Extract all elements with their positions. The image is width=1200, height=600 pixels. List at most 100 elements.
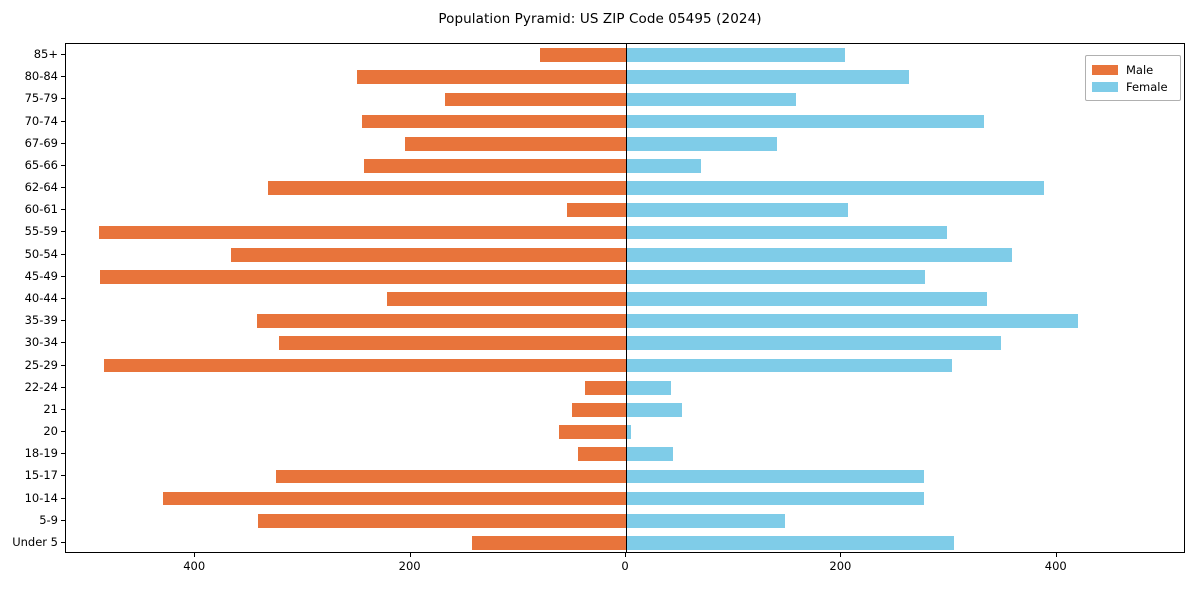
- y-tick-label: 25-29: [24, 357, 58, 372]
- y-tick-mark: [61, 298, 65, 299]
- y-tick-mark: [61, 431, 65, 433]
- y-tick-label: 18-19: [24, 446, 58, 461]
- bar-row: [66, 425, 1184, 439]
- y-tick-mark: [61, 364, 65, 366]
- y-tick-label: 35-39: [24, 313, 58, 328]
- bar-row: [66, 136, 1184, 151]
- legend-swatch-female-icon: [1092, 81, 1118, 92]
- bar-male: [559, 425, 626, 439]
- y-tick-label: 75-79: [24, 91, 58, 106]
- legend-item-female: Female: [1092, 78, 1174, 95]
- bar-male: [445, 92, 626, 107]
- y-tick-label: 5-9: [39, 512, 58, 527]
- y-tick-label: 70-74: [24, 113, 58, 128]
- bar-male: [539, 48, 626, 62]
- bar-female: [626, 92, 797, 107]
- bar-row: [66, 336, 1184, 351]
- bar-female: [626, 513, 786, 528]
- bar-male: [103, 358, 626, 373]
- legend-item-male: Male: [1092, 61, 1174, 78]
- y-tick-label: 62-64: [24, 180, 58, 195]
- bar-row: [66, 159, 1184, 173]
- bar-male: [162, 491, 626, 506]
- bar-row: [66, 447, 1184, 462]
- y-tick-mark: [61, 120, 65, 122]
- x-tick-label: 400: [1044, 559, 1067, 573]
- bar-female: [626, 203, 848, 218]
- bar-row: [66, 513, 1184, 528]
- bar-female: [626, 491, 925, 506]
- y-tick-mark: [61, 231, 65, 233]
- x-tick-label: 400: [183, 559, 206, 573]
- y-tick-label: 21: [43, 401, 58, 416]
- y-tick-mark: [61, 98, 65, 100]
- bar-row: [66, 225, 1184, 240]
- x-tick-mark: [1055, 553, 1057, 557]
- y-tick-label: 45-49: [24, 268, 58, 283]
- bar-row: [66, 292, 1184, 306]
- bar-female: [626, 292, 987, 306]
- y-tick-mark: [61, 209, 65, 211]
- y-tick-label: 80-84: [24, 69, 58, 84]
- bar-female: [626, 447, 674, 462]
- legend-swatch-male-icon: [1092, 64, 1118, 75]
- y-tick-label: 67-69: [24, 135, 58, 150]
- y-tick-mark: [61, 386, 65, 388]
- bar-male: [362, 114, 626, 129]
- bar-male: [566, 203, 626, 218]
- bar-female: [626, 70, 910, 85]
- bar-row: [66, 70, 1184, 85]
- bar-male: [268, 181, 626, 195]
- bar-row: [66, 269, 1184, 284]
- bar-male: [472, 536, 626, 550]
- x-tick-mark: [409, 553, 411, 557]
- y-tick-label: 20: [43, 424, 58, 439]
- bar-row: [66, 536, 1184, 550]
- bar-male: [257, 513, 626, 528]
- y-tick-label: 22-24: [24, 379, 58, 394]
- y-tick-label: 50-54: [24, 246, 58, 261]
- bar-row: [66, 380, 1184, 395]
- x-tick-mark: [625, 553, 626, 557]
- bar-female: [626, 225, 947, 240]
- bar-male: [405, 136, 626, 151]
- bar-male: [276, 469, 626, 484]
- x-tick-label: 200: [398, 559, 421, 573]
- y-tick-label: 30-34: [24, 335, 58, 350]
- y-tick-label: 15-17: [24, 468, 58, 483]
- bar-row: [66, 402, 1184, 417]
- y-tick-label: Under 5: [12, 534, 58, 549]
- bar-female: [626, 314, 1079, 329]
- y-tick-mark: [61, 342, 65, 344]
- y-tick-label: 65-66: [24, 157, 58, 172]
- legend-label-female: Female: [1126, 79, 1168, 94]
- legend-label-male: Male: [1126, 62, 1154, 77]
- y-tick-mark: [61, 497, 65, 499]
- x-tick-label: 200: [829, 559, 852, 573]
- y-tick-label: 85+: [33, 47, 58, 62]
- bar-female: [626, 136, 777, 151]
- y-tick-mark: [61, 76, 65, 78]
- bar-row: [66, 469, 1184, 484]
- bar-row: [66, 314, 1184, 329]
- bar-female: [626, 181, 1044, 195]
- bar-female: [626, 536, 955, 550]
- y-tick-mark: [61, 164, 65, 166]
- bar-row: [66, 491, 1184, 506]
- y-tick-mark: [61, 320, 65, 322]
- y-tick-mark: [61, 475, 65, 477]
- bar-female: [626, 269, 926, 284]
- y-tick-mark: [61, 253, 65, 255]
- y-tick-label: 40-44: [24, 291, 58, 305]
- y-tick-mark: [61, 408, 65, 410]
- y-tick-mark: [61, 275, 65, 277]
- plot-area: [65, 43, 1185, 553]
- bar-male: [100, 269, 626, 284]
- bar-female: [626, 114, 984, 129]
- x-tick-label: 0: [621, 559, 629, 573]
- chart-title: Population Pyramid: US ZIP Code 05495 (2…: [438, 11, 762, 27]
- bar-row: [66, 181, 1184, 195]
- y-tick-mark: [61, 187, 65, 189]
- y-tick-mark: [61, 54, 65, 56]
